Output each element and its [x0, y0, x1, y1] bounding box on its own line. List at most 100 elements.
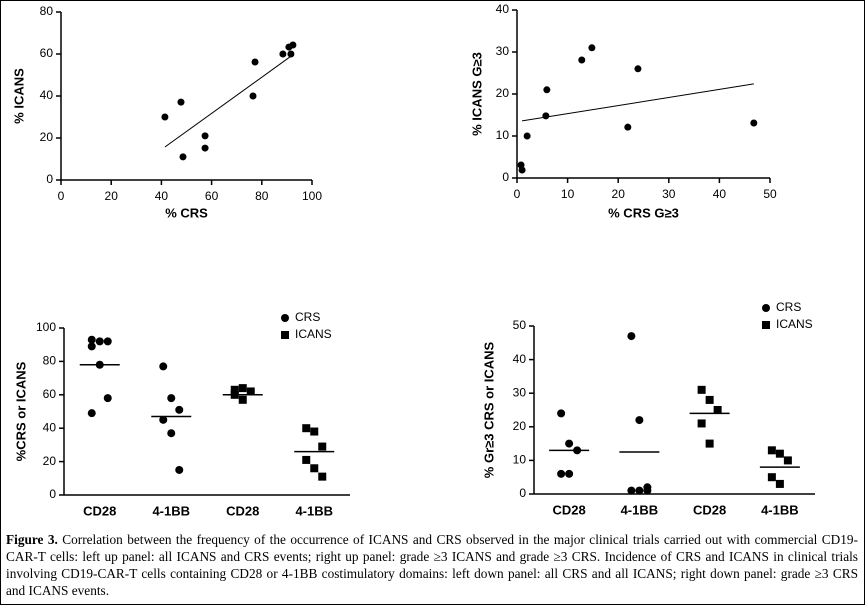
x-tick-label: 50: [763, 187, 777, 201]
point: [310, 427, 319, 436]
y-tick-label: 100: [36, 320, 56, 334]
point: [310, 464, 319, 473]
point: [573, 446, 582, 455]
y-tick-label: 0: [46, 172, 53, 186]
point: [289, 41, 297, 49]
y-tick-label: 50: [513, 318, 527, 332]
x-tick-label: CD28: [226, 503, 259, 518]
x-tick-label: 4-1BB: [621, 502, 659, 517]
legend-label: CRS: [776, 300, 801, 314]
y-tick-label: 20: [40, 130, 54, 144]
point: [95, 360, 104, 369]
x-axis-label: % CRS G≥3: [608, 205, 679, 220]
point: [201, 132, 209, 140]
y-tick-label: 30: [496, 44, 510, 58]
point: [767, 473, 776, 482]
y-axis-label: % ICANS: [11, 68, 26, 124]
point: [635, 486, 644, 495]
y-tick-label: 10: [496, 128, 510, 142]
point: [159, 362, 168, 371]
point: [179, 153, 187, 161]
x-tick-label: 20: [612, 187, 626, 201]
point: [201, 144, 209, 152]
point: [542, 112, 550, 120]
point: [697, 385, 706, 394]
y-tick-label: 40: [40, 88, 54, 102]
y-tick-label: 0: [49, 487, 56, 501]
point: [750, 119, 758, 127]
y-tick-label: 30: [513, 385, 527, 399]
y-tick-label: 20: [513, 419, 527, 433]
point: [634, 65, 642, 73]
point: [518, 166, 526, 174]
point: [643, 486, 652, 495]
x-tick-label: CD28: [553, 502, 586, 517]
x-tick-label: 60: [205, 189, 219, 203]
point: [627, 486, 636, 495]
point: [588, 44, 596, 52]
point: [103, 394, 112, 403]
point: [767, 446, 776, 455]
y-tick-label: 20: [496, 86, 510, 100]
point: [238, 395, 247, 404]
point: [279, 50, 287, 58]
x-tick-label: 40: [155, 189, 169, 203]
trendline: [521, 83, 754, 122]
y-tick-label: 60: [43, 387, 57, 401]
point: [230, 385, 239, 394]
y-tick-label: 10: [513, 453, 527, 467]
x-tick-label: 10: [561, 187, 575, 201]
x-tick-label: 0: [514, 187, 521, 201]
caption: Figure 3. Correlation between the freque…: [6, 531, 858, 599]
point: [87, 335, 96, 344]
legend-marker: [762, 304, 770, 312]
x-tick-label: 4-1BB: [761, 502, 799, 517]
legend-marker: [281, 331, 289, 339]
point: [523, 132, 531, 140]
point: [543, 86, 551, 94]
y-tick-label: 20: [43, 454, 57, 468]
point: [557, 469, 566, 478]
x-tick-label: 20: [105, 189, 119, 203]
legend-label: ICANS: [295, 327, 332, 341]
point: [578, 56, 586, 64]
x-tick-label: CD28: [83, 503, 116, 518]
y-tick-label: 0: [502, 170, 509, 184]
x-tick-label: 30: [662, 187, 676, 201]
point: [318, 442, 327, 451]
point: [565, 439, 574, 448]
y-axis-label: % Gr≥3 CRS or ICANS: [481, 341, 496, 478]
point: [103, 337, 112, 346]
point: [175, 465, 184, 474]
point: [159, 415, 168, 424]
point: [705, 439, 714, 448]
x-tick-label: 40: [713, 187, 727, 201]
legend-marker: [281, 314, 289, 322]
y-tick-label: 40: [43, 420, 57, 434]
point: [95, 337, 104, 346]
y-axis-label: % ICANS G≥3: [469, 52, 484, 136]
point: [697, 419, 706, 428]
caption-text: Correlation between the frequency of the…: [6, 532, 858, 598]
point: [627, 332, 636, 341]
x-tick-label: 80: [255, 189, 269, 203]
x-tick-label: 4-1BB: [295, 503, 333, 518]
point: [246, 387, 255, 396]
point: [318, 472, 327, 481]
y-tick-label: 80: [40, 4, 54, 18]
x-axis-label: % CRS: [165, 205, 208, 220]
legend-marker: [762, 321, 770, 329]
y-axis-label: %CRS or ICANS: [13, 361, 28, 461]
x-tick-label: 0: [58, 189, 65, 203]
y-tick-label: 60: [40, 46, 54, 60]
trendline: [164, 56, 291, 148]
point: [302, 455, 311, 464]
legend-label: ICANS: [776, 317, 813, 331]
caption-label: Figure 3.: [6, 532, 58, 547]
x-tick-label: 100: [302, 189, 322, 203]
point: [87, 342, 96, 351]
point: [87, 409, 96, 418]
point: [302, 424, 311, 433]
point: [175, 405, 184, 414]
